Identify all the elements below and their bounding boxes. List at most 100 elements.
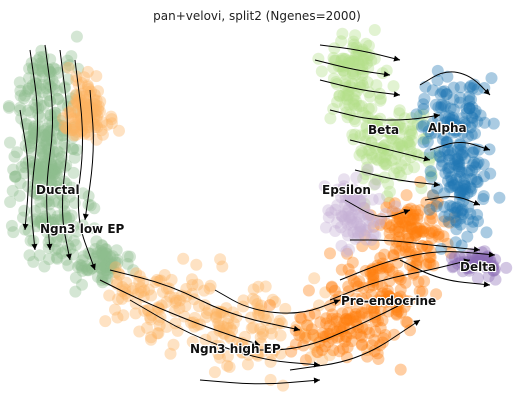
cell-point — [26, 215, 39, 228]
cell-point — [463, 95, 476, 108]
cell-point — [382, 177, 395, 190]
cell-point — [200, 311, 213, 323]
cell-point — [342, 263, 355, 276]
cell-point — [68, 115, 81, 128]
cell-point — [394, 137, 407, 150]
cell-point — [198, 284, 211, 297]
cell-point — [371, 120, 384, 133]
cell-point — [165, 273, 178, 286]
cell-point — [100, 243, 113, 256]
velocity-streamline — [289, 319, 421, 371]
cell-point — [451, 257, 464, 270]
cell-point — [70, 128, 83, 141]
cell-point — [343, 193, 356, 206]
cell-point — [390, 136, 403, 149]
cell-point — [385, 219, 398, 232]
cell-point — [40, 122, 53, 135]
cell-point — [49, 63, 62, 76]
cell-point — [393, 138, 406, 151]
cell-point — [43, 143, 56, 156]
cell-point — [379, 294, 392, 307]
cell-point — [371, 347, 384, 360]
cell-point — [34, 51, 46, 64]
cell-point — [380, 149, 393, 162]
cell-point — [88, 222, 101, 235]
cell-point — [382, 126, 395, 139]
stream-arrowhead — [82, 213, 89, 220]
cell-point — [454, 81, 467, 94]
cell-point — [383, 185, 396, 198]
cell-point — [401, 163, 414, 176]
cell-point — [75, 259, 88, 272]
cell-point — [315, 65, 328, 78]
cell-point — [298, 328, 311, 341]
cell-point — [464, 121, 477, 134]
cell-point — [349, 55, 361, 68]
cell-point — [475, 246, 488, 259]
cell-point — [85, 85, 97, 98]
velocity-streamline — [59, 49, 71, 261]
cell-point — [402, 136, 414, 149]
cell-point — [368, 345, 381, 358]
cell-point — [25, 106, 38, 119]
velocity-streamline — [399, 259, 491, 286]
cell-point — [466, 101, 479, 114]
cell-point — [60, 122, 73, 135]
cell-point — [3, 101, 15, 114]
stream-arrowhead — [413, 320, 420, 326]
cell-point — [352, 227, 365, 239]
cell-point — [73, 97, 86, 110]
cell-point — [434, 101, 447, 114]
cell-point — [355, 292, 368, 305]
cell-point — [91, 109, 104, 122]
stream-arrowhead — [473, 199, 480, 206]
cell-point — [335, 54, 348, 67]
cell-point — [431, 74, 444, 87]
cell-point — [378, 151, 391, 164]
cell-point — [489, 273, 502, 286]
cell-point — [460, 107, 473, 120]
cell-point — [451, 159, 464, 172]
cell-point — [145, 333, 157, 346]
cell-point — [419, 80, 432, 93]
cell-point — [328, 42, 341, 55]
cell-point — [377, 268, 389, 280]
cell-point — [42, 78, 55, 91]
cell-point — [447, 177, 460, 190]
cell-point — [362, 86, 375, 99]
cell-point — [477, 193, 490, 205]
cell-point — [38, 139, 51, 151]
cell-point — [462, 213, 475, 226]
cell-point — [353, 210, 366, 223]
cell-point — [2, 100, 15, 113]
cell-point — [437, 129, 450, 141]
cell-point — [100, 260, 113, 273]
cell-point — [362, 127, 375, 140]
cell-point — [416, 239, 429, 252]
cell-point — [213, 351, 226, 364]
cell-point — [320, 317, 333, 330]
cell-point — [47, 216, 60, 229]
cell-point — [425, 167, 437, 180]
cell-point — [76, 278, 88, 291]
cell-point — [353, 57, 366, 70]
cell-point — [36, 60, 49, 73]
cell-point — [417, 225, 430, 238]
cell-point — [82, 128, 95, 141]
cluster-label-pre-endocrine: Pre-endocrine — [341, 294, 436, 308]
cell-point — [455, 148, 468, 161]
cell-point — [362, 102, 375, 115]
cell-point — [356, 63, 369, 76]
cell-point — [343, 243, 355, 256]
cell-point — [336, 52, 349, 65]
cell-point — [396, 239, 409, 252]
cell-point — [368, 24, 381, 36]
cell-point — [335, 239, 348, 252]
cell-point — [18, 167, 31, 180]
cell-point — [389, 242, 402, 255]
cell-point — [274, 329, 287, 342]
cell-point — [486, 260, 499, 273]
cell-point — [346, 256, 359, 269]
cell-point — [96, 116, 109, 129]
cell-point — [62, 73, 74, 86]
